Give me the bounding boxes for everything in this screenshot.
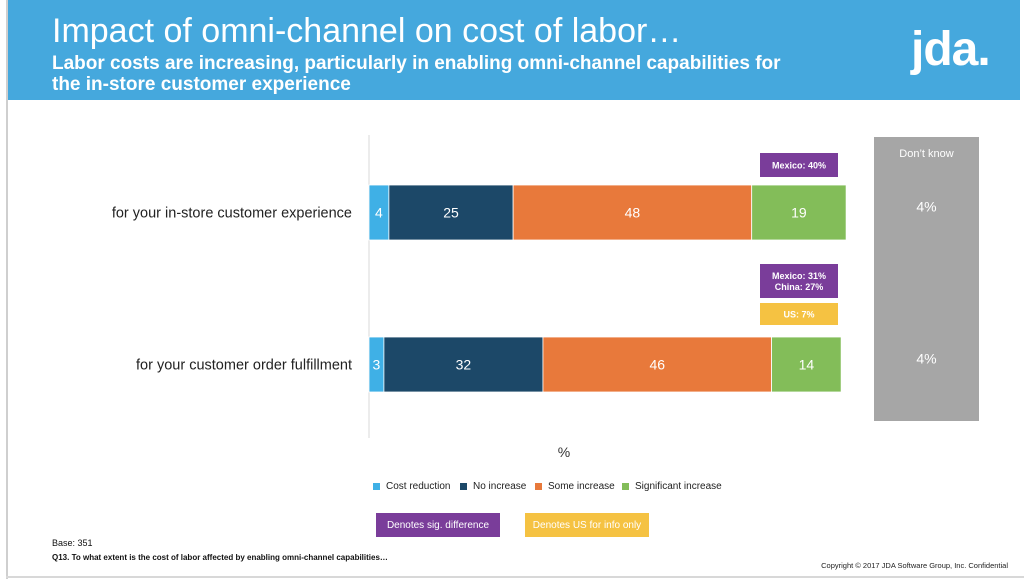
data-label: 46 — [649, 357, 665, 373]
slide-header: Impact of omni-channel on cost of labor…… — [8, 0, 1020, 100]
question-note: Q13. To what extent is the cost of labor… — [52, 553, 388, 562]
callout-text: China: 27% — [775, 282, 824, 292]
data-label: 32 — [456, 357, 472, 373]
sig-difference-key-label: Denotes sig. difference — [386, 519, 490, 531]
base-note: Base: 351 — [52, 538, 93, 548]
copyright-note: Copyright © 2017 JDA Software Group, Inc… — [821, 561, 1008, 570]
us-info-key: Denotes US for info only — [525, 513, 649, 537]
legend-swatch — [460, 483, 467, 490]
slide-subtitle: Labor costs are increasing, particularly… — [52, 53, 781, 95]
sig-difference-callout — [760, 264, 838, 298]
category-label: for your customer order fulfillment — [136, 358, 352, 374]
callout-text: Mexico: 40% — [772, 161, 826, 171]
sig-difference-key: Denotes sig. difference — [376, 513, 500, 537]
data-label: 4 — [375, 205, 383, 221]
bar-segment — [388, 184, 514, 241]
us-info-callout — [760, 303, 838, 325]
legend-swatch — [622, 483, 629, 490]
callout-text: US: 7% — [783, 310, 814, 320]
dont-know-header: Don’t know — [899, 148, 953, 160]
x-axis-label: % — [558, 444, 570, 460]
us-info-key-label: Denotes US for info only — [532, 519, 642, 531]
bar-segment — [512, 184, 753, 241]
bar-segment — [383, 336, 544, 393]
legend-swatch — [535, 483, 542, 490]
slide-title: Impact of omni-channel on cost of labor… — [52, 12, 682, 50]
dont-know-value: 4% — [916, 199, 936, 215]
legend-label: Significant increase — [635, 481, 722, 492]
data-label: 19 — [791, 205, 807, 221]
data-label: 48 — [625, 205, 641, 221]
chart-legend: Cost reduction No increase Some increase Si… — [0, 481, 1024, 495]
legend-item: Some increase — [535, 481, 615, 492]
legend-label: Cost reduction — [386, 481, 451, 492]
legend-swatch — [373, 483, 380, 490]
jda-logo: jda. — [911, 23, 991, 76]
category-label: for your in-store customer experience — [112, 206, 352, 222]
legend-item: Significant increase — [622, 481, 722, 492]
bar-segment — [751, 184, 847, 241]
dont-know-value: 4% — [916, 351, 936, 367]
slide-left-border — [6, 0, 8, 579]
sig-difference-callout — [760, 153, 838, 177]
slide-bottom-border — [6, 576, 1024, 578]
callout-text: Mexico: 31% — [772, 271, 826, 281]
bar-segment — [771, 336, 842, 393]
data-label: 3 — [373, 357, 381, 373]
data-label: 14 — [799, 357, 815, 373]
data-label: 25 — [443, 205, 459, 221]
legend-item: No increase — [460, 481, 526, 492]
bar-segment — [542, 336, 772, 393]
legend-label: Some increase — [548, 481, 615, 492]
legend-item: Cost reduction — [373, 481, 450, 492]
dont-know-column — [874, 137, 979, 421]
legend-label: No increase — [473, 481, 527, 492]
